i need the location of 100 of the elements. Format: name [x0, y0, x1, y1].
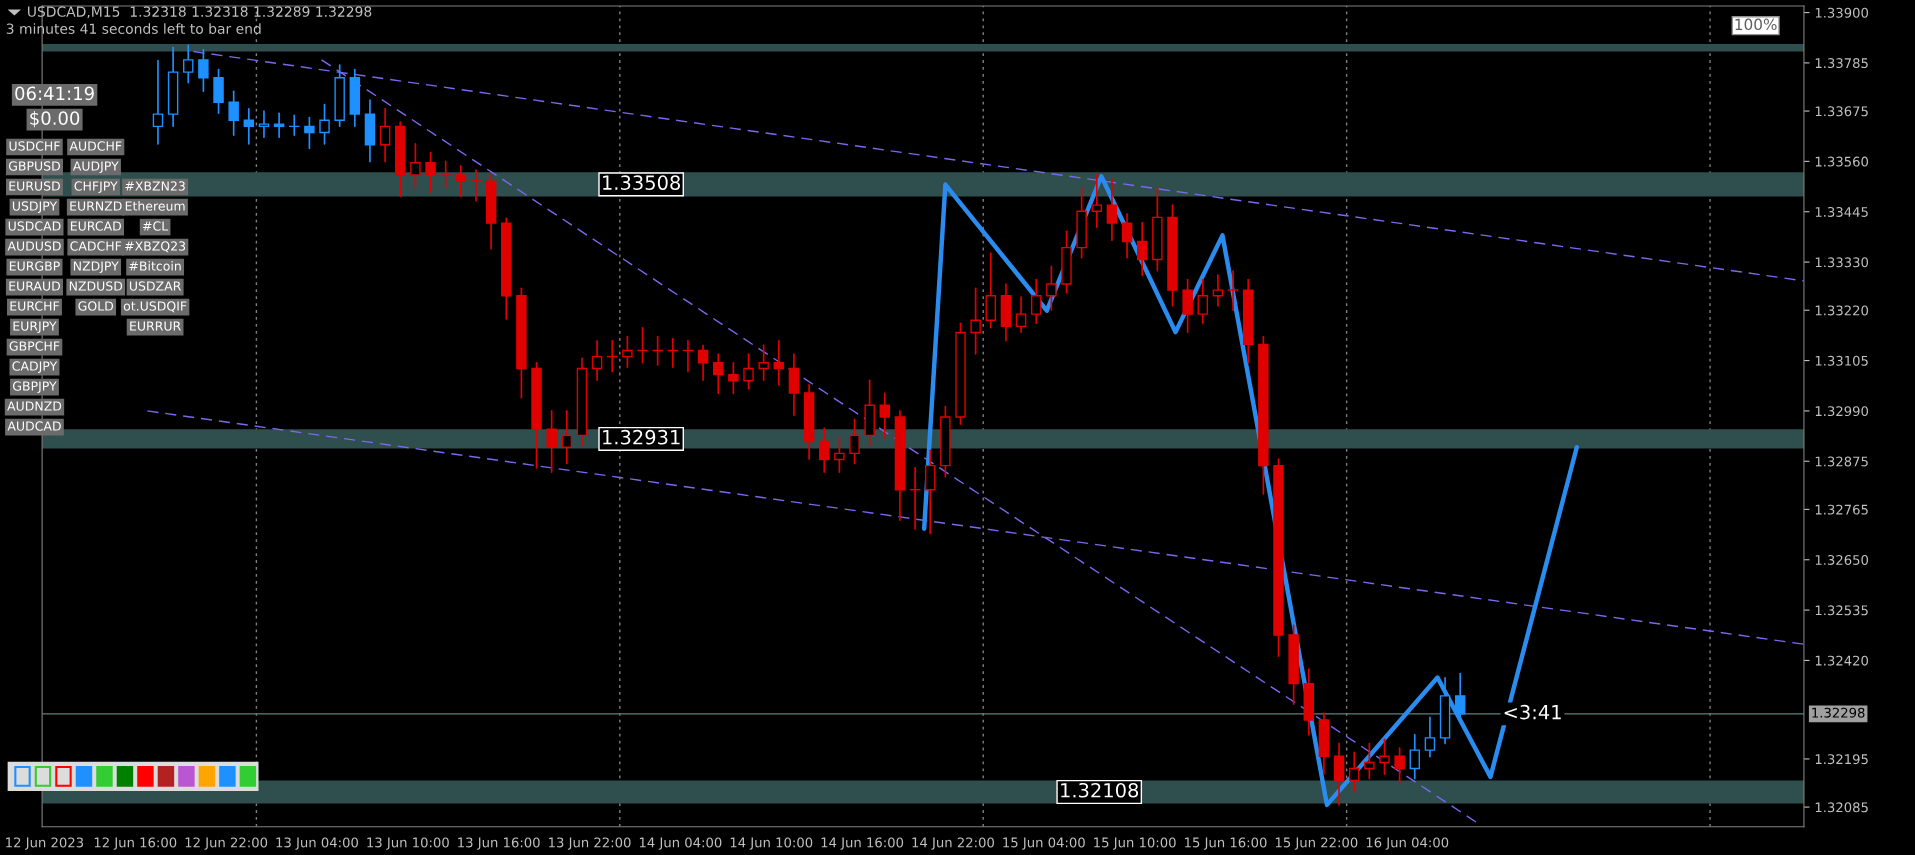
y-tick-label: 1.33560 — [1815, 156, 1869, 167]
annotation: EURRUR — [130, 321, 181, 331]
annotation: $0.00 — [30, 110, 80, 128]
annotation: 06:41:19 — [15, 86, 94, 101]
y-tick-label: 1.33105 — [1815, 355, 1868, 366]
x-tick-label: 15 Jun 16:00 — [1185, 837, 1267, 850]
candlestick — [455, 164, 467, 198]
x-tick-label: 14 Jun 16:00 — [821, 837, 904, 850]
candlestick — [319, 103, 330, 145]
candlestick — [1046, 265, 1057, 312]
x-tick-label: 14 Jun 10:00 — [730, 837, 813, 850]
annotation: CADJPY — [12, 361, 58, 374]
candlestick — [1121, 213, 1133, 259]
y-tick-label: 1.32990 — [1815, 406, 1869, 417]
band-label: 1.33508 — [603, 175, 681, 191]
annotation: GBPJPY — [12, 381, 57, 394]
x-tick-label: 16 Jun 04:00 — [1366, 837, 1449, 850]
x-tick-label: 13 Jun 16:00 — [458, 837, 540, 850]
candlestick — [1227, 269, 1239, 312]
candlestick — [304, 116, 315, 150]
x-tick-label: 13 Jun 04:00 — [276, 837, 358, 850]
candlestick — [228, 90, 239, 136]
annotation: EURNZD — [70, 201, 122, 211]
annotation: NZDJPY — [73, 261, 119, 274]
candlestick — [758, 344, 769, 382]
annotation: EURCAD — [70, 221, 122, 231]
band-label: 1.32108 — [1061, 782, 1139, 798]
candlestick — [728, 361, 739, 395]
annotation: EURGBP — [9, 261, 60, 271]
candlestick — [152, 59, 164, 145]
candlestick — [1394, 747, 1405, 784]
x-tick-label: 15 Jun 04:00 — [1003, 837, 1085, 850]
candlestick — [183, 44, 194, 84]
candlestick — [849, 418, 860, 465]
annotation: CHFJPY — [74, 181, 118, 194]
x-tick-label: 13 Jun 10:00 — [367, 837, 449, 850]
x-tick-label: 15 Jun 10:00 — [1094, 837, 1176, 850]
y-tick-label: 1.32765 — [1815, 504, 1868, 515]
x-tick-label: 14 Jun 22:00 — [912, 837, 994, 850]
candlestick — [1424, 716, 1436, 758]
candlestick — [818, 427, 830, 474]
candlestick — [1015, 296, 1027, 333]
candlestick — [546, 410, 557, 474]
annotation: #CL — [143, 221, 169, 231]
y-tick-label: 1.33900 — [1815, 7, 1869, 18]
y-tick-label: 1.33220 — [1815, 305, 1869, 316]
candlestick — [591, 340, 603, 382]
annotation: AUDJPY — [72, 161, 119, 174]
annotation: AUDNZD — [7, 401, 62, 411]
y-tick-label: 1.33330 — [1815, 257, 1869, 268]
x-tick-label: 12 Jun 22:00 — [185, 837, 268, 850]
y-tick-label: 1.32535 — [1815, 605, 1868, 616]
band-label: 1.32931 — [603, 429, 680, 445]
candlestick — [773, 340, 785, 386]
annotation: USDJPY — [12, 201, 58, 214]
annotation: 3 minutes 41 seconds left to bar end — [6, 23, 261, 34]
y-tick-label: 1.33445 — [1815, 206, 1868, 217]
candlestick — [1348, 751, 1360, 793]
y-tick-label: 1.32875 — [1815, 456, 1868, 467]
annotation: AUDCHF — [69, 141, 122, 151]
annotation: EURJPY — [13, 321, 57, 334]
annotation: 100% — [1735, 18, 1777, 31]
annotation: ot.USDQIF — [123, 301, 187, 313]
candlestick — [258, 110, 270, 139]
candlestick — [379, 108, 391, 163]
candlestick — [1454, 672, 1466, 723]
annotation: AUDUSD — [7, 241, 61, 251]
y-tick-label: 1.32085 — [1815, 802, 1868, 813]
annotation: EURCHF — [10, 301, 59, 311]
candlestick — [243, 108, 255, 145]
candlestick — [1364, 742, 1375, 780]
annotation: #XBZQ23 — [125, 241, 186, 253]
candlestick — [440, 160, 451, 189]
candlestick — [410, 143, 421, 189]
y-tick-label: 1.32195 — [1815, 754, 1868, 765]
candlestick — [622, 335, 633, 368]
candlestick — [1030, 278, 1042, 325]
candlestick — [712, 353, 724, 395]
candlestick — [273, 112, 285, 139]
annotation: Ethereum — [125, 201, 185, 211]
annotation: NZDUSD — [69, 281, 123, 291]
candlestick — [425, 151, 436, 193]
ref-line-label: 1.32298 — [1812, 707, 1865, 718]
y-tick-label: 1.32650 — [1815, 554, 1869, 565]
candlestick — [970, 287, 981, 355]
candlestick — [1106, 178, 1118, 242]
candlestick — [834, 436, 845, 474]
annotation: AUDCAD — [7, 421, 61, 431]
annotation: USDCAD — [8, 221, 61, 231]
annotation: CADCHF — [70, 241, 122, 251]
candlestick — [1409, 734, 1421, 780]
candlestick — [697, 344, 709, 382]
y-tick-label: 1.33675 — [1815, 106, 1868, 117]
x-tick-label: 12 Jun 2023 — [6, 837, 84, 850]
x-tick-label: 14 Jun 04:00 — [639, 837, 722, 850]
candlestick — [1197, 278, 1209, 325]
candlestick — [561, 410, 573, 465]
annotation: GBPCHF — [9, 341, 60, 351]
candlestick — [1212, 274, 1224, 307]
annotation: USDZAR — [129, 281, 182, 291]
